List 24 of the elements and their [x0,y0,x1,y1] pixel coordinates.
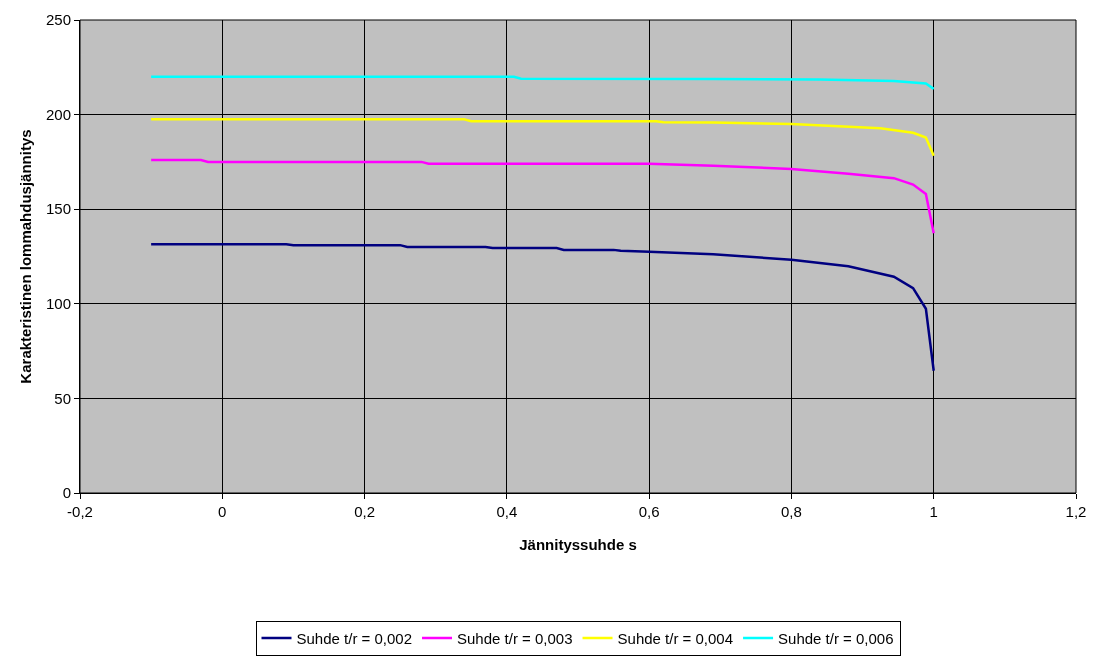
y-tick-label: 50 [54,389,71,407]
legend-label: Suhde t/r = 0,004 [617,629,734,647]
x-tick-label: 0,6 [638,503,660,520]
line-series [149,158,935,235]
x-tick-label: 0,8 [781,503,802,520]
x-tick-label: 1,2 [1065,503,1087,520]
line-series [149,242,935,373]
y-tick-label: 0 [62,484,71,502]
y-tick-label: 250 [45,11,71,29]
x-tick-label: 0 [218,503,227,520]
y-tick-label: 100 [45,295,71,313]
x-axis-title: Jännityssuhde s [519,536,637,553]
legend-label: Suhde t/r = 0,006 [778,629,894,647]
x-tick-label: 1 [929,503,938,520]
x-tick-label: -0,2 [67,503,93,520]
y-axis-title: Karakteristinen lommahdusjännitys [17,129,35,384]
legend-label: Suhde t/r = 0,003 [457,629,573,647]
x-tick-label: 0,4 [496,503,518,520]
line-series [149,75,935,91]
x-tick-label: 0,2 [354,503,375,520]
y-tick-label: 200 [45,105,71,123]
y-tick-label: 150 [45,200,71,218]
legend-label: Suhde t/r = 0,002 [296,629,413,647]
line-series [149,118,935,157]
